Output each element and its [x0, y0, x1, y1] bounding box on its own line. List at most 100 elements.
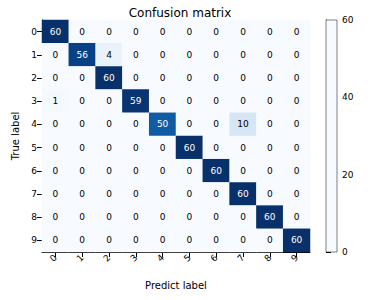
svg-text:2: 2 [31, 73, 37, 83]
svg-text:40: 40 [342, 92, 354, 102]
svg-text:0: 0 [267, 27, 273, 37]
svg-text:0: 0 [79, 27, 85, 37]
svg-text:0: 0 [79, 96, 85, 106]
svg-text:0: 0 [187, 189, 193, 199]
svg-text:0: 0 [53, 143, 59, 153]
svg-text:0: 0 [79, 235, 85, 245]
svg-text:0: 0 [79, 212, 85, 222]
svg-text:0: 0 [267, 73, 273, 83]
svg-text:0: 0 [79, 143, 85, 153]
svg-text:0: 0 [294, 166, 300, 176]
svg-text:Confusion matrix: Confusion matrix [129, 6, 232, 20]
svg-text:6: 6 [31, 166, 37, 176]
svg-text:0: 0 [267, 235, 273, 245]
svg-text:0: 0 [240, 50, 246, 60]
svg-text:60: 60 [264, 212, 276, 222]
svg-text:60: 60 [210, 166, 222, 176]
svg-text:4: 4 [106, 50, 112, 60]
svg-text:8: 8 [31, 212, 37, 222]
svg-text:0: 0 [79, 166, 85, 176]
svg-text:0: 0 [53, 73, 59, 83]
svg-text:0: 0 [53, 166, 59, 176]
svg-text:0: 0 [53, 189, 59, 199]
svg-text:0: 0 [133, 119, 139, 129]
svg-text:0: 0 [294, 119, 300, 129]
svg-text:0: 0 [213, 50, 219, 60]
svg-text:0: 0 [106, 212, 112, 222]
svg-text:1: 1 [53, 96, 59, 106]
svg-text:0: 0 [187, 166, 193, 176]
svg-text:60: 60 [291, 235, 303, 245]
svg-text:0: 0 [213, 235, 219, 245]
svg-text:0: 0 [160, 235, 166, 245]
svg-text:0: 0 [53, 235, 59, 245]
svg-text:5: 5 [31, 143, 37, 153]
svg-text:7: 7 [31, 189, 37, 199]
svg-text:0: 0 [267, 119, 273, 129]
svg-text:8: 8 [262, 252, 273, 263]
svg-text:0: 0 [213, 119, 219, 129]
svg-text:60: 60 [50, 27, 62, 37]
svg-text:0: 0 [79, 73, 85, 83]
svg-text:0: 0 [31, 27, 37, 37]
svg-text:0: 0 [79, 119, 85, 129]
svg-text:60: 60 [103, 73, 115, 83]
svg-text:0: 0 [160, 50, 166, 60]
svg-text:True label: True label [10, 112, 21, 162]
svg-text:5: 5 [182, 252, 193, 263]
svg-text:0: 0 [213, 27, 219, 37]
svg-text:0: 0 [213, 189, 219, 199]
svg-text:0: 0 [79, 189, 85, 199]
svg-text:9: 9 [289, 252, 300, 263]
svg-text:0: 0 [133, 27, 139, 37]
svg-text:0: 0 [160, 73, 166, 83]
svg-text:3: 3 [31, 96, 37, 106]
svg-text:0: 0 [213, 96, 219, 106]
svg-text:7: 7 [235, 252, 246, 263]
svg-text:0: 0 [240, 27, 246, 37]
svg-text:0: 0 [213, 73, 219, 83]
svg-text:0: 0 [106, 119, 112, 129]
svg-text:0: 0 [106, 96, 112, 106]
svg-text:0: 0 [267, 143, 273, 153]
svg-text:Predict label: Predict label [145, 280, 207, 291]
svg-text:10: 10 [237, 119, 249, 129]
svg-text:0: 0 [187, 212, 193, 222]
svg-text:0: 0 [240, 143, 246, 153]
svg-text:0: 0 [294, 50, 300, 60]
svg-text:0: 0 [294, 96, 300, 106]
svg-text:2: 2 [101, 252, 112, 263]
svg-text:9: 9 [31, 235, 37, 245]
svg-text:0: 0 [294, 189, 300, 199]
svg-text:0: 0 [133, 212, 139, 222]
svg-text:0: 0 [53, 50, 59, 60]
svg-text:60: 60 [184, 143, 196, 153]
svg-text:0: 0 [267, 166, 273, 176]
svg-text:0: 0 [106, 189, 112, 199]
svg-text:0: 0 [294, 27, 300, 37]
svg-text:0: 0 [133, 50, 139, 60]
svg-text:0: 0 [240, 96, 246, 106]
svg-text:0: 0 [160, 212, 166, 222]
svg-text:0: 0 [133, 73, 139, 83]
svg-text:0: 0 [267, 189, 273, 199]
svg-text:1: 1 [31, 50, 37, 60]
svg-text:0: 0 [160, 189, 166, 199]
svg-text:0: 0 [267, 50, 273, 60]
svg-text:0: 0 [53, 119, 59, 129]
svg-text:0: 0 [294, 143, 300, 153]
svg-text:0: 0 [106, 235, 112, 245]
svg-text:56: 56 [76, 50, 88, 60]
svg-text:0: 0 [240, 166, 246, 176]
svg-text:3: 3 [128, 252, 139, 263]
svg-text:0: 0 [240, 73, 246, 83]
svg-text:0: 0 [213, 212, 219, 222]
svg-text:0: 0 [106, 143, 112, 153]
svg-text:0: 0 [160, 27, 166, 37]
svg-text:0: 0 [133, 235, 139, 245]
svg-text:6: 6 [209, 252, 220, 263]
svg-text:0: 0 [133, 166, 139, 176]
svg-text:0: 0 [160, 143, 166, 153]
svg-text:60: 60 [342, 15, 354, 25]
svg-text:1: 1 [75, 252, 86, 263]
